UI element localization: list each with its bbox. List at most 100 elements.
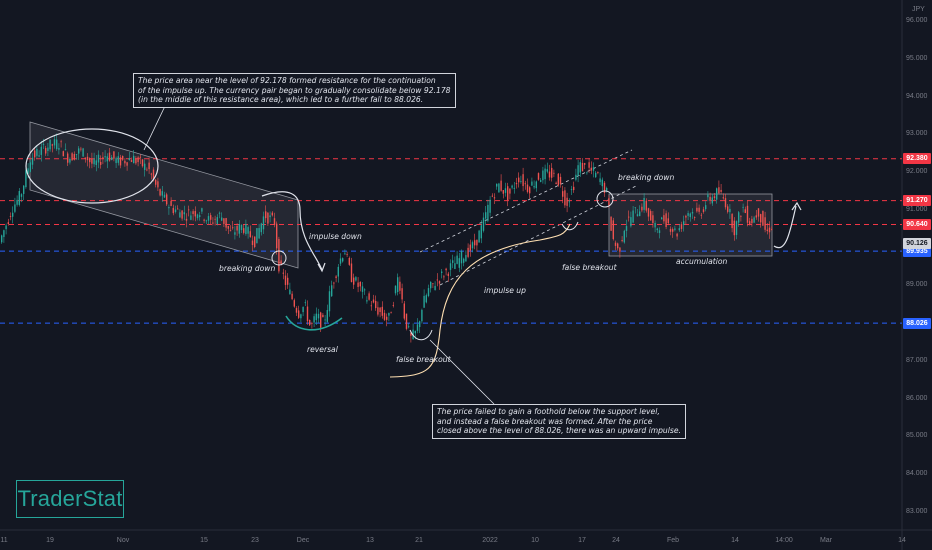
candle-body [135,158,137,164]
candle-body [518,177,520,183]
candle-body [727,206,729,212]
candle-body [192,211,194,215]
candle-body [643,197,645,210]
candle-body [487,204,489,221]
candle-body [416,324,419,331]
candle-body [258,228,260,239]
candle-body [447,273,449,276]
candle-body [170,200,172,206]
candle-body [271,212,273,216]
candle-body [232,227,234,229]
candle-body [73,154,75,160]
candle-body [438,281,441,284]
candle-body [348,257,350,265]
candle-body [529,187,531,194]
x-tick-label: 17 [578,537,586,544]
x-tick-label: 14 [898,537,906,544]
candle-body [496,183,498,187]
candle-body [610,216,612,231]
candle-body [18,191,20,205]
impulse-down-arrowhead [317,262,326,273]
candle-body [240,224,243,231]
candle-body [280,260,282,265]
candle-body [647,208,650,217]
candle-body [364,289,366,291]
candle-body [680,224,683,229]
candle-body [23,185,25,194]
candle-body [537,173,540,180]
candle-body [711,197,713,204]
candle-body [606,187,608,191]
candle-body [166,194,168,205]
candle-body [291,293,293,300]
candle-body [45,148,47,154]
candle-body [478,230,480,243]
candle-body [502,190,504,194]
candle-body [544,168,546,180]
candle-body [247,227,249,234]
candle-body [7,222,9,225]
candle-body [328,291,331,312]
note-bottom-pointer [429,339,495,405]
candle-body [586,172,588,174]
projection-arrowhead [791,201,802,211]
candle-body [656,228,658,231]
candle-body [12,212,14,217]
candle-body [423,295,425,308]
candle-body [207,216,210,221]
candle-body [82,148,84,157]
candle-body [185,218,188,221]
y-tick-label: 87.000 [906,356,928,364]
candle-body [97,154,100,163]
candle-body [168,207,170,209]
candle-body [742,206,744,208]
x-tick-label: 2022 [482,537,498,544]
candle-body [117,156,119,163]
candle-body [5,225,7,230]
candle-body [16,199,18,205]
candle-body [177,208,179,210]
candle-body [724,198,727,208]
candle-body [491,195,493,197]
candle-body [564,190,566,206]
candle-body [713,196,716,199]
candle-body [625,226,628,231]
candle-body [122,155,124,160]
candle-body [436,279,438,281]
candle-body [163,194,166,198]
label-breaking-down-1: breaking down [219,264,276,273]
candle-body [245,223,247,235]
candle-body [40,146,42,155]
candle-body [306,306,309,322]
candle-body [251,240,254,245]
candle-body [201,208,203,212]
candle-body [513,187,515,189]
candle-body [628,216,630,218]
candle-body [590,167,592,171]
candle-body [430,281,432,289]
candle-body [146,169,148,171]
candle-body [229,230,232,232]
candle-body [700,214,702,216]
candle-body [124,160,126,164]
candle-body [133,155,135,164]
candle-body [368,293,370,300]
candle-body [542,170,544,181]
candle-body [476,239,478,246]
level-price-tag: 91.270 [903,195,931,207]
candle-body [463,258,465,263]
candle-body [588,162,590,168]
candle-body [614,242,617,246]
candle-body [683,221,685,225]
candle-body [27,168,29,174]
candle-body [75,154,78,155]
x-tick-label: 19 [46,537,54,544]
candle-body [489,199,491,213]
candle-body [102,157,104,159]
candle-body [392,305,394,306]
candle-body [381,306,383,316]
candle-body [467,247,469,257]
candle-body [768,227,771,233]
